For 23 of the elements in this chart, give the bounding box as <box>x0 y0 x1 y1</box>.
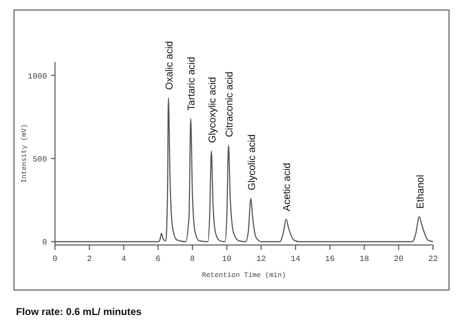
x-tick-label: 8 <box>190 255 196 264</box>
x-tick-label: 14 <box>290 255 301 264</box>
x-tick-label: 20 <box>394 255 404 264</box>
x-tick-label: 18 <box>359 255 370 264</box>
y-tick-label: 0 <box>42 238 48 248</box>
x-tick-label: 22 <box>428 255 438 264</box>
x-tick-label: 6 <box>156 255 161 264</box>
x-tick-label: 16 <box>325 255 335 264</box>
x-tick-label: 0 <box>52 255 58 264</box>
text: Flow rate: 0.6 mL/ minutes <box>16 307 142 318</box>
annotation: Oxalic acid <box>164 41 176 90</box>
x-tick-label: 10 <box>222 255 232 264</box>
x-tick-label: 4 <box>121 255 126 264</box>
x-tick-label: 12 <box>256 255 266 264</box>
annotation: Glycolic acid <box>246 134 258 190</box>
y-tick-label: 500 <box>32 155 48 164</box>
annotation: Citraconic acid <box>224 72 236 138</box>
annotation: Acetic acid <box>282 162 294 212</box>
x-tick-label: 2 <box>86 255 92 264</box>
y-tick-label: 1000 <box>28 72 48 82</box>
annotation: Tartaric acid <box>186 56 198 111</box>
annotation: Ethanol <box>415 174 426 209</box>
annotation: Glycoxylic acid <box>207 76 218 144</box>
